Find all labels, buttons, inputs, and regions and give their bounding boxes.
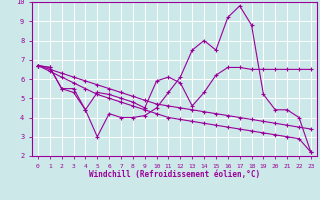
X-axis label: Windchill (Refroidissement éolien,°C): Windchill (Refroidissement éolien,°C) — [89, 170, 260, 179]
